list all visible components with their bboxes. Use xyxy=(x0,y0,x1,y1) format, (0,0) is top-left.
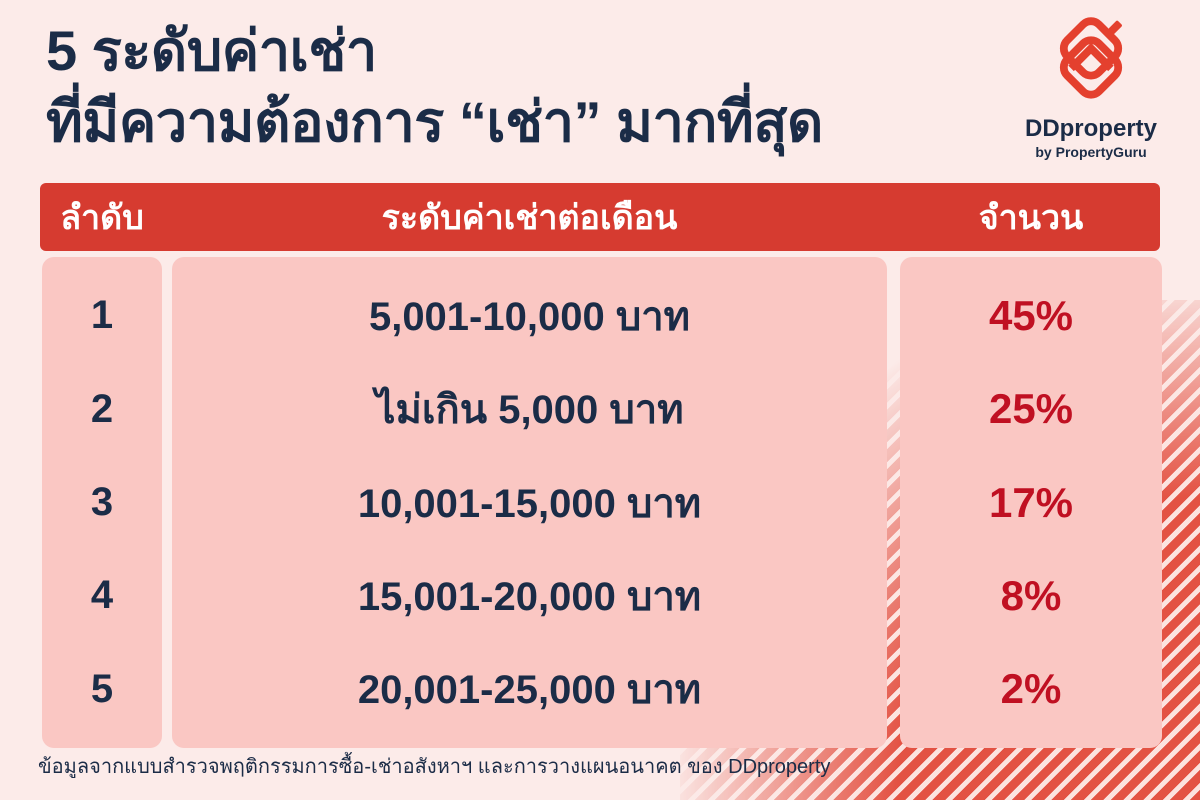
rent-range-cell: 20,001-25,000 บาท xyxy=(357,668,702,713)
share-cell: 17% xyxy=(988,478,1074,526)
share-cell: 45% xyxy=(988,291,1074,339)
rent-range-cell: 5,001-10,000 บาท xyxy=(368,294,691,339)
share-cell: 25% xyxy=(988,385,1074,433)
header-rank: ลำดับ xyxy=(60,199,144,237)
rent-range-cell: ไม่เกิน 5,000 บาท xyxy=(375,388,684,433)
page-title-line2: ที่มีความต้องการ “เช่า” มากที่สุด xyxy=(46,89,823,153)
rent-range-column: 5,001-10,000 บาท ไม่เกิน 5,000 บาท 10,00… xyxy=(172,257,887,748)
ddproperty-house-icon xyxy=(1059,17,1123,99)
rank-cell: 1 xyxy=(90,293,114,338)
rank-cell: 4 xyxy=(90,573,114,618)
share-cell: 8% xyxy=(1000,571,1062,619)
source-note: ข้อมูลจากแบบสำรวจพฤติกรรมการซื้อ-เช่าอสั… xyxy=(38,756,831,778)
rank-cell: 5 xyxy=(90,666,114,711)
logo-wordmark: DDproperty xyxy=(1024,115,1157,142)
rent-range-cell: 10,001-15,000 บาท xyxy=(357,481,702,526)
ddproperty-logo: DDproperty by PropertyGuru xyxy=(1006,12,1176,160)
share-cell: 2% xyxy=(1000,665,1062,713)
rent-range-cell: 15,001-20,000 บาท xyxy=(357,574,702,619)
rank-cell: 3 xyxy=(90,480,114,525)
logo-byline: by PropertyGuru xyxy=(1035,144,1147,161)
header-share: จำนวน xyxy=(978,199,1084,237)
rank-cell: 2 xyxy=(90,386,114,431)
rank-column: 1 2 3 4 5 xyxy=(42,257,162,748)
header-rent-level: ระดับค่าเช่าต่อเดือน xyxy=(381,199,678,237)
page-title: 5 ระดับค่าเช่า ที่มีความต้องการ “เช่า” ม… xyxy=(46,16,823,157)
table-header-bar: ลำดับ ระดับค่าเช่าต่อเดือน จำนวน xyxy=(40,183,1160,251)
share-column: 45% 25% 17% 8% 2% xyxy=(900,257,1162,748)
page-title-line1: 5 ระดับค่าเช่า xyxy=(46,19,377,82)
